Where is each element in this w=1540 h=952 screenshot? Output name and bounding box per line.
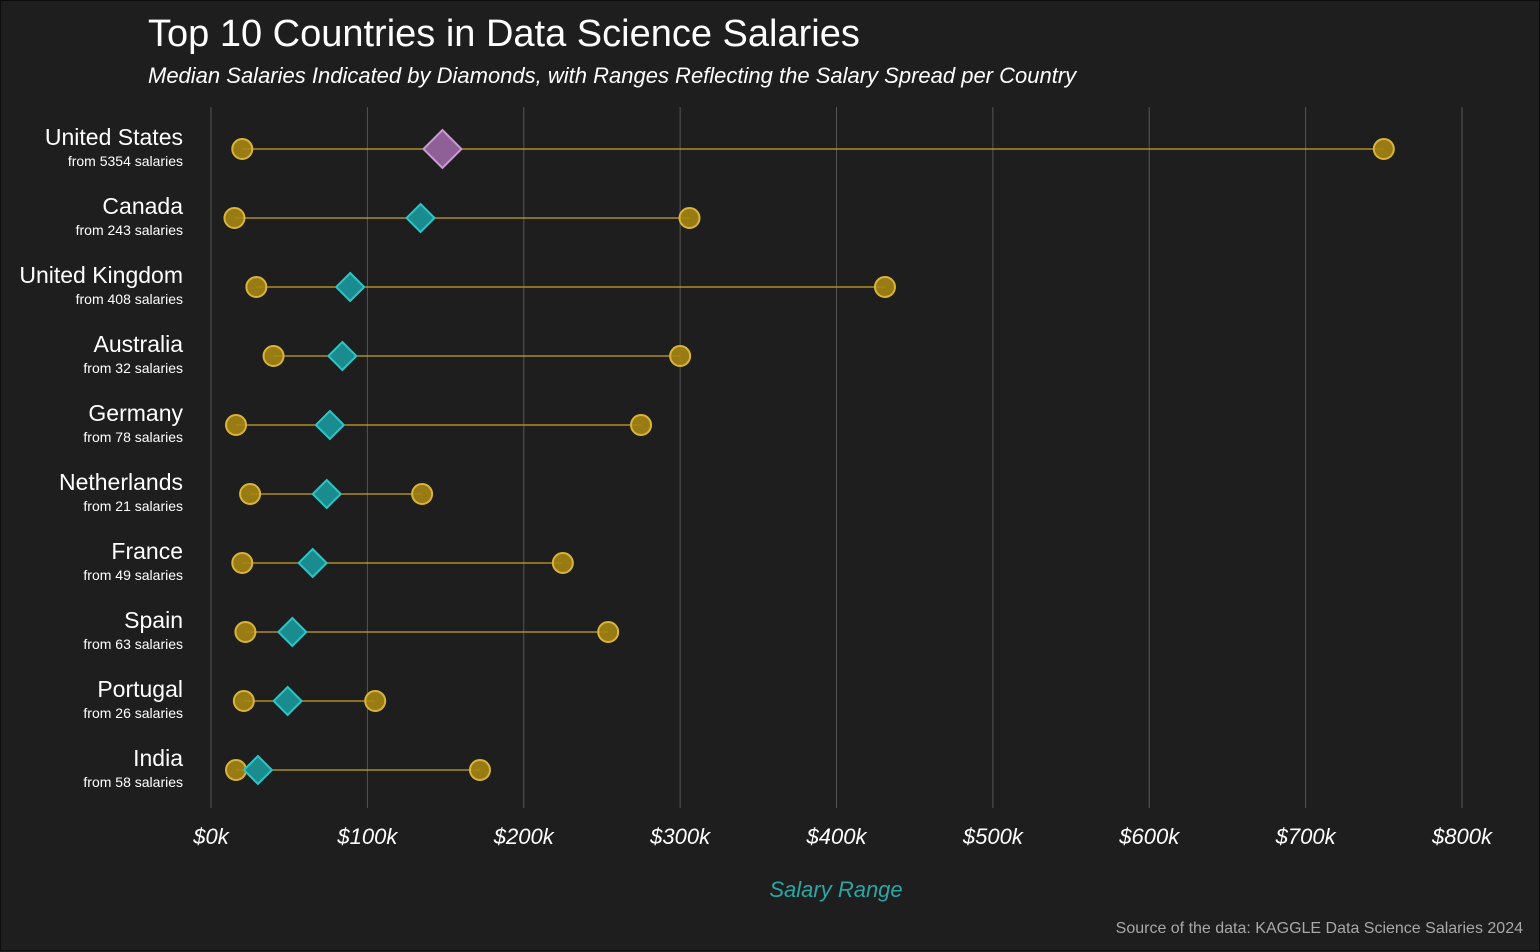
median-salary-diamond [422, 128, 463, 170]
salary-count-label: from 58 salaries [83, 774, 183, 790]
min-salary-point [232, 690, 255, 712]
country-label: Germany [88, 400, 183, 426]
country-label: France [111, 538, 183, 564]
salary-count-label: from 26 salaries [83, 705, 183, 721]
max-salary-point [468, 759, 491, 781]
source-caption: Source of the data: KAGGLE Data Science … [1116, 920, 1523, 937]
country-row: Australia from 32 salaries [83, 331, 692, 376]
max-salary-point [1372, 138, 1395, 160]
max-salary-point [678, 207, 701, 229]
country-row: France from 49 salaries [83, 538, 574, 583]
x-tick-label: $0k [192, 824, 229, 849]
median-salary-diamond [297, 547, 329, 579]
country-row: Germany from 78 salaries [83, 400, 653, 445]
country-label: United States [45, 124, 183, 150]
max-salary-point [411, 483, 434, 505]
median-salary-diamond [405, 202, 436, 234]
median-salary-diamond [326, 340, 358, 372]
country-row: Portugal from 26 salaries [83, 676, 387, 721]
country-row: United Kingdom from 408 salaries [19, 262, 896, 307]
x-tick-label: $400k [806, 824, 868, 849]
country-label: Australia [94, 331, 184, 357]
x-tick-label: $300k [649, 824, 711, 849]
salary-count-label: from 32 salaries [83, 360, 183, 376]
max-salary-point [669, 345, 692, 367]
salary-count-label: from 243 salaries [76, 222, 183, 238]
country-row: United States from 5354 salaries [45, 124, 1395, 170]
median-salary-diamond [334, 271, 366, 303]
max-salary-point [597, 621, 620, 643]
x-tick-label: $700k [1275, 824, 1337, 849]
min-salary-point [262, 345, 285, 367]
chart-subtitle: Median Salaries Indicated by Diamonds, w… [148, 63, 1078, 88]
gridlines [210, 107, 1463, 808]
median-salary-diamond [276, 616, 308, 648]
country-label: Spain [124, 607, 183, 633]
max-salary-point [551, 552, 574, 574]
x-tick-label: $600k [1118, 824, 1180, 849]
min-salary-point [231, 552, 254, 574]
chart-title: Top 10 Countries in Data Science Salarie… [148, 13, 860, 55]
country-rows: United States from 5354 salaries Canada fro… [19, 124, 1395, 790]
median-salary-diamond [272, 685, 304, 717]
country-label: Netherlands [59, 469, 183, 495]
median-salary-diamond [314, 409, 346, 441]
salary-count-label: from 21 salaries [83, 498, 183, 514]
min-salary-point [223, 207, 246, 229]
x-tick-label: $100k [336, 824, 398, 849]
country-row: Netherlands from 21 salaries [59, 469, 434, 514]
median-salary-diamond [242, 754, 274, 786]
salary-count-label: from 49 salaries [83, 567, 183, 583]
country-label: United Kingdom [19, 262, 183, 288]
country-row: Canada from 243 salaries [76, 193, 701, 238]
min-salary-point [231, 138, 254, 160]
x-tick-label: $200k [493, 824, 555, 849]
country-label: Canada [102, 193, 183, 219]
salary-count-label: from 5354 salaries [68, 153, 183, 169]
min-salary-point [239, 483, 262, 505]
salary-count-label: from 63 salaries [83, 636, 183, 652]
salary-count-label: from 408 salaries [76, 291, 183, 307]
max-salary-point [630, 414, 653, 436]
min-salary-point [234, 621, 257, 643]
salary-count-label: from 78 salaries [83, 429, 183, 445]
x-tick-label: $500k [962, 824, 1024, 849]
median-salary-diamond [311, 478, 343, 510]
x-axis-label: Salary Range [769, 877, 902, 902]
max-salary-point [873, 276, 896, 298]
x-tick-label: $800k [1431, 824, 1493, 849]
x-axis-ticks: $0k $100k $200k $300k $400k $500k $600k $700k $8… [192, 824, 1493, 849]
country-label: Portugal [97, 676, 183, 702]
country-row: Spain from 63 salaries [83, 607, 620, 652]
country-label: India [133, 745, 183, 771]
country-row: India from 58 salaries [83, 745, 491, 790]
min-salary-point [225, 414, 248, 436]
min-salary-point [245, 276, 268, 298]
max-salary-point [364, 690, 387, 712]
